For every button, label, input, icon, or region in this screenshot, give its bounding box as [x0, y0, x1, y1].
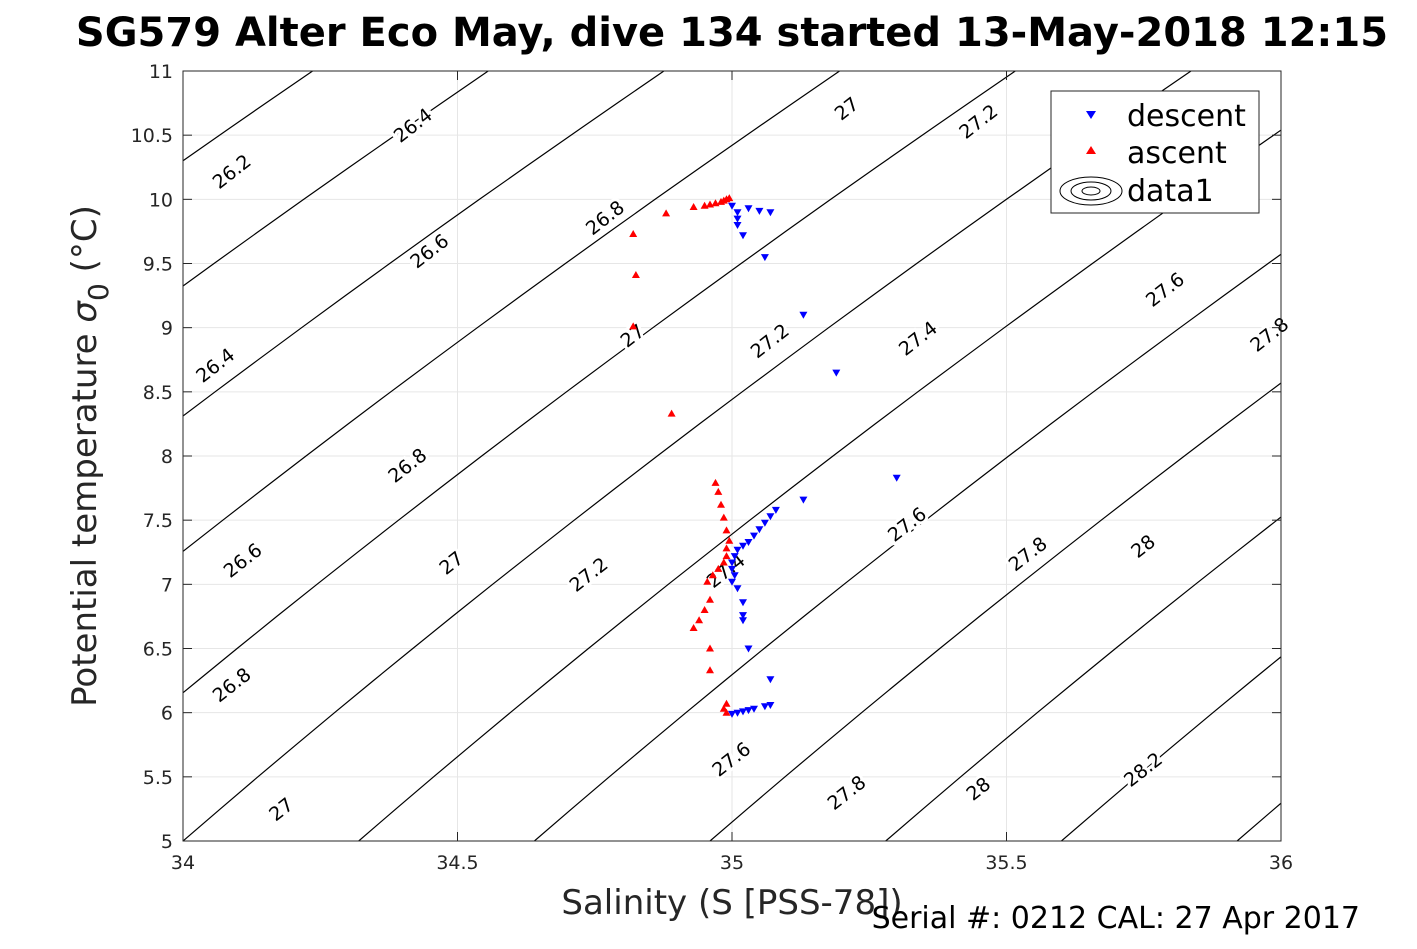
y-tick-label: 7.5 — [143, 510, 173, 532]
legend: descent ascent data1 — [1051, 91, 1259, 213]
y-tick-label: 11 — [149, 61, 173, 83]
y-tick-label: 9 — [161, 318, 173, 340]
y-tick-label: 10 — [149, 189, 173, 211]
y-tick-label: 10.5 — [131, 125, 173, 147]
x-axis-label: Salinity (S [PSS-78]) — [561, 883, 902, 923]
y-tick-label: 5 — [161, 831, 173, 853]
y-tick-label: 7 — [161, 574, 173, 596]
legend-descent-label: descent — [1127, 99, 1246, 134]
y-axis-label-unit: (°C) — [65, 205, 105, 283]
y-tick-label: 9.5 — [143, 254, 173, 276]
y-tick-label: 8.5 — [143, 382, 173, 404]
y-axis-label-sigma: σ — [65, 300, 105, 323]
y-tick-label: 6.5 — [143, 639, 173, 661]
y-tick-label: 8 — [161, 446, 173, 468]
y-tick-label: 5.5 — [143, 767, 173, 789]
x-tick-label: 34 — [171, 852, 195, 874]
y-axis-label-subscript: 0 — [82, 283, 115, 301]
x-tick-label: 35.5 — [985, 852, 1027, 874]
x-tick-label: 34.5 — [436, 852, 478, 874]
y-tick-label: 6 — [161, 703, 173, 725]
footer-serial-cal: Serial #: 0212 CAL: 27 Apr 2017 — [872, 901, 1360, 936]
y-axis-label-main: Potential temperature — [65, 323, 105, 707]
legend-data1-label: data1 — [1127, 174, 1214, 209]
x-tick-label: 35 — [720, 852, 744, 874]
chart-title: SG579 Alter Eco May, dive 134 started 13… — [76, 10, 1388, 56]
legend-ascent-label: ascent — [1127, 136, 1227, 171]
x-tick-label: 36 — [1269, 852, 1293, 874]
